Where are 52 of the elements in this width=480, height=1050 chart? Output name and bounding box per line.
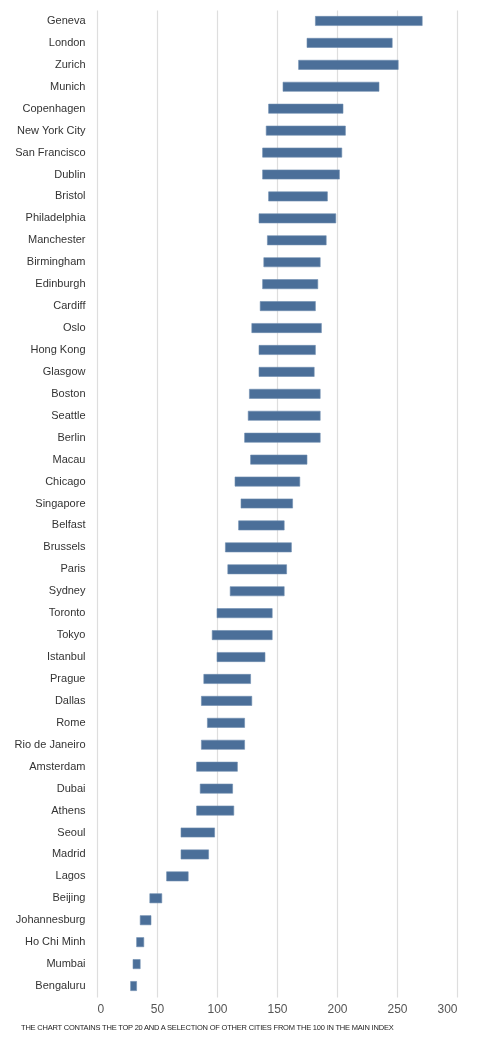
y-tick-label: Rio de Janeiro [14,737,86,750]
y-tick-label: Mumbai [46,957,86,970]
y-tick-label: Manchester [28,233,86,246]
y-tick-label: San Francisco [15,145,86,158]
y-tick-label: Madrid [51,847,86,860]
y-tick-label: Ho Chi Minh [24,935,86,948]
y-tick-label: Birmingham [26,255,86,268]
y-tick-label: Zurich [54,57,86,70]
y-tick-label: Amsterdam [29,759,86,772]
y-tick-label: Bristol [54,189,86,202]
y-tick-label: Paris [60,562,86,575]
y-tick-label: Hong Kong [30,342,86,355]
y-tick-label: Singapore [35,496,86,509]
y-tick-label: Sydney [48,584,86,597]
y-tick-label: Copenhagen [22,101,86,114]
x-tick-label: 200 [327,1001,348,1016]
y-tick-label: Geneva [46,13,87,26]
y-tick-label: Johannesburg [15,913,86,926]
x-tick-label: 50 [150,1001,165,1016]
y-tick-label: Bengaluru [35,979,86,992]
y-tick-label: Dallas [54,693,86,706]
y-tick-label: Prague [50,671,86,684]
y-tick-label: Istanbul [46,650,86,663]
y-tick-label: Oslo [62,321,86,334]
y-tick-label: Philadelphia [25,211,87,224]
y-tick-label: Dublin [54,167,86,180]
y-tick-label: Cardiff [53,299,87,312]
y-tick-label: New York City [17,123,86,136]
y-tick-label: Glasgow [42,364,86,377]
y-tick-label: Belfast [51,518,86,531]
x-tick-label: 250 [387,1001,408,1016]
y-tick-label: Athens [51,803,86,816]
x-tick-label: 100 [207,1001,228,1016]
y-tick-label: Chicago [45,474,86,487]
y-tick-label: Berlin [57,430,86,443]
y-tick-label: Dubai [56,781,86,794]
y-tick-label: Edinburgh [35,277,86,290]
y-tick-label: London [48,35,86,48]
y-tick-label: Toronto [48,606,86,619]
y-tick-label: Beijing [52,891,86,904]
y-tick-label: Macau [52,452,86,465]
y-tick-label: Boston [51,386,86,399]
x-tick-label: 0 [97,1001,105,1016]
y-tick-label: Brussels [43,540,86,553]
y-tick-label: Munich [50,79,86,92]
y-tick-label: Lagos [55,869,86,882]
y-tick-label: Seoul [57,825,86,838]
x-tick-label: 150 [267,1001,288,1016]
y-tick-label: Rome [56,715,86,728]
x-tick-label: 300 [437,1001,458,1016]
y-tick-label: Seattle [51,408,86,421]
y-tick-label: Tokyo [56,628,86,641]
